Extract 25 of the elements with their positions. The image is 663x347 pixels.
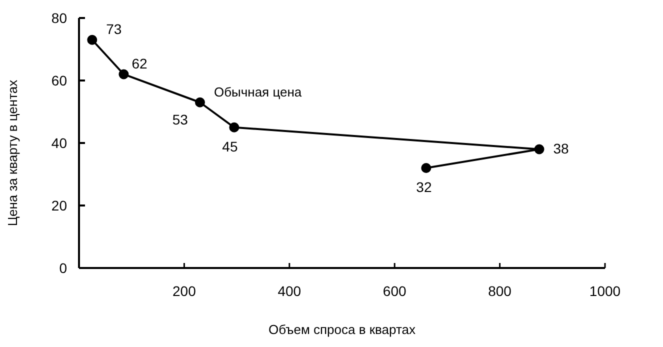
point bbox=[118, 69, 129, 80]
annotation: Обычная цена bbox=[214, 84, 302, 100]
x-axis-title: Объем спроса в квартах bbox=[268, 322, 416, 337]
data-label: 32 bbox=[416, 179, 432, 195]
data-label: 45 bbox=[222, 138, 238, 154]
y-tick-label: 40 bbox=[51, 135, 68, 151]
y-axis-title: Цена за кварту в центах bbox=[5, 79, 20, 226]
y-tick-label: 60 bbox=[51, 72, 68, 88]
point bbox=[229, 122, 240, 132]
data-label: 62 bbox=[132, 55, 148, 72]
y-tick-label: 0 bbox=[59, 260, 68, 276]
data-label: 73 bbox=[106, 20, 122, 37]
point bbox=[194, 97, 205, 108]
y-tick-label: 80 bbox=[51, 10, 68, 26]
point bbox=[534, 144, 544, 154]
x-tick-label: 200 bbox=[172, 283, 196, 299]
y-tick-label: 20 bbox=[51, 198, 68, 214]
point bbox=[87, 34, 98, 45]
x-tick-label: 1000 bbox=[589, 283, 621, 299]
x-tick-label: 400 bbox=[278, 283, 302, 299]
point bbox=[421, 163, 432, 173]
x-tick-label: 800 bbox=[488, 283, 512, 299]
x-tick-label: 600 bbox=[382, 283, 406, 299]
data-label: 53 bbox=[172, 111, 188, 128]
data-label: 38 bbox=[553, 140, 570, 156]
